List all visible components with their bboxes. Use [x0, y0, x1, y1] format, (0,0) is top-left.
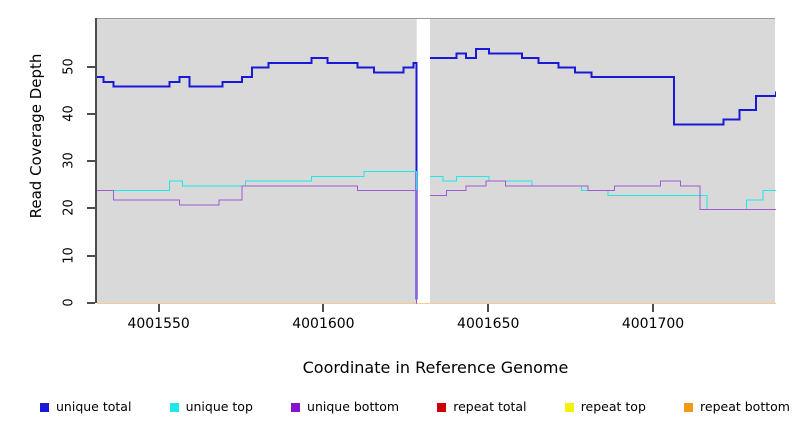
- legend-swatch-icon: [291, 402, 301, 412]
- coverage-gap-band-overlay: [417, 19, 429, 302]
- y-axis-tick: [87, 254, 95, 257]
- y-axis-tick-label: 20: [61, 199, 77, 217]
- legend-item[interactable]: unique bottom: [291, 400, 399, 414]
- y-axis-tick: [87, 207, 95, 210]
- legend-item[interactable]: unique top: [169, 399, 253, 414]
- series-line: [97, 185, 418, 304]
- y-axis-tick: [87, 65, 95, 68]
- y-axis-tick-label: 50: [61, 57, 77, 75]
- y-axis-tick: [87, 112, 95, 115]
- series-line: [429, 175, 776, 210]
- legend-item-label: repeat top: [580, 399, 646, 414]
- legend-item[interactable]: repeat bottom: [684, 400, 790, 414]
- x-axis-tick: [487, 304, 490, 312]
- y-axis-tick: [87, 302, 95, 304]
- legend-swatch-icon: [40, 402, 49, 412]
- y-axis-line: [95, 18, 97, 303]
- y-axis-tick: [87, 160, 95, 163]
- y-axis-title: Read Coverage Depth: [27, 53, 45, 219]
- y-axis-tick-label: 10: [61, 246, 77, 264]
- plot-panel: [96, 18, 776, 304]
- x-axis-tick-label: 4001600: [292, 316, 355, 332]
- legend-swatch-icon: [684, 402, 694, 412]
- series-line: [429, 180, 776, 210]
- legend-item[interactable]: unique total: [40, 400, 131, 414]
- legend-item-label: repeat bottom: [700, 399, 790, 414]
- x-axis-tick-label: 4001700: [621, 316, 685, 332]
- legend-item-label: unique top: [185, 399, 253, 414]
- legend-swatch-icon: [564, 402, 574, 412]
- x-axis-tick: [652, 304, 655, 312]
- legend-swatch-icon: [437, 402, 447, 412]
- series-line: [97, 57, 418, 300]
- series-line: [429, 47, 776, 126]
- legend-item-label: unique total: [56, 399, 132, 414]
- series-line: [97, 171, 418, 304]
- x-axis-tick-label: 4001650: [457, 316, 520, 332]
- plot-series-svg: [97, 19, 776, 304]
- legend: unique total unique top unique bottom repea…: [40, 396, 790, 418]
- legend-item-label: unique bottom: [307, 399, 400, 414]
- y-axis-tick-label: 0: [61, 298, 77, 307]
- legend-item[interactable]: repeat top: [564, 399, 646, 414]
- legend-swatch-icon: [169, 402, 179, 412]
- x-axis-title: Coordinate in Reference Genome: [302, 358, 569, 377]
- y-axis-tick-label: 40: [61, 105, 77, 122]
- x-axis-tick: [157, 304, 160, 312]
- x-axis-tick: [322, 304, 325, 312]
- legend-item-label: repeat total: [453, 399, 527, 414]
- legend-item[interactable]: repeat total: [437, 399, 527, 414]
- y-axis-tick-label: 30: [61, 152, 77, 169]
- x-axis-tick-label: 4001550: [127, 316, 190, 332]
